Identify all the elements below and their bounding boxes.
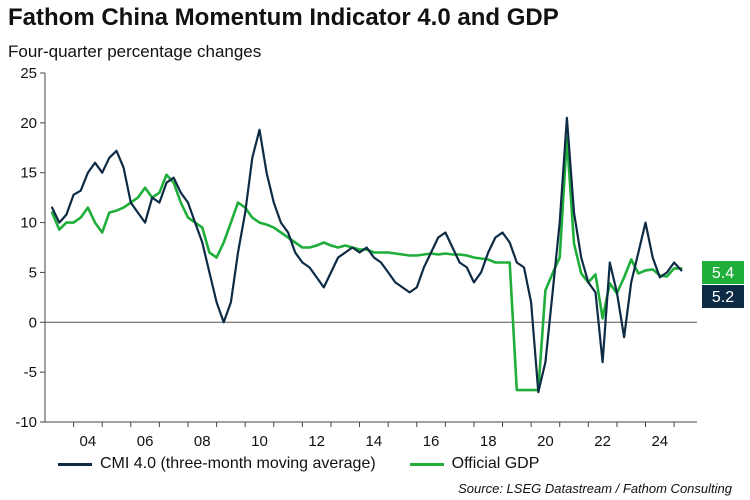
y-tick-label: -10: [15, 414, 37, 431]
cmi-series-line: [51, 116, 683, 394]
chart-title: Fathom China Momentum Indicator 4.0 and …: [8, 4, 559, 31]
series-lines: [50, 116, 683, 394]
y-tick-label: 20: [20, 115, 37, 132]
legend-label-gdp: Official GDP: [451, 455, 540, 472]
y-tick-label: -5: [24, 364, 37, 381]
y-tick-label: 25: [20, 65, 37, 82]
x-tick-label: 06: [137, 433, 154, 450]
x-tick-label: 16: [423, 433, 440, 450]
source-note: Source: LSEG Datastream / Fathom Consult…: [458, 481, 732, 496]
legend: CMI 4.0 (three-month moving average) Off…: [58, 455, 539, 473]
gdp-end-label-box: [702, 261, 744, 284]
gdp-series-line: [50, 136, 683, 392]
x-tick-label: 14: [366, 433, 383, 450]
end-labels: 5.45.2: [702, 261, 744, 308]
x-tick-label: 08: [194, 433, 211, 450]
y-tick-label: 0: [29, 314, 37, 331]
y-tick-label: 5: [29, 264, 37, 281]
cmi-end-label-box: [702, 285, 744, 308]
x-tick-label: 20: [537, 433, 554, 450]
legend-item-cmi: CMI 4.0 (three-month moving average): [58, 455, 376, 473]
cmi-end-label: 5.2: [712, 289, 734, 306]
legend-swatch-gdp: [409, 462, 444, 466]
y-tick-label: 10: [20, 215, 37, 232]
axes: -10 -5 0 5 10 15 20 25 04 06 08 10 12 14 16 18 20 22 24: [15, 65, 697, 450]
legend-item-gdp: Official GDP: [409, 455, 540, 473]
legend-label-cmi: CMI 4.0 (three-month moving average): [100, 455, 376, 472]
y-tick-label: 15: [20, 165, 37, 182]
gdp-end-label: 5.4: [712, 265, 734, 282]
chart-subtitle: Four-quarter percentage changes: [8, 42, 262, 61]
x-tick-label: 04: [80, 433, 97, 450]
legend-swatch-cmi: [58, 462, 92, 466]
x-tick-label: 12: [308, 433, 325, 450]
x-tick-label: 22: [594, 433, 611, 450]
x-tick-label: 18: [480, 433, 497, 450]
x-tick-label: 10: [251, 433, 268, 450]
x-tick-label: 24: [651, 433, 668, 450]
